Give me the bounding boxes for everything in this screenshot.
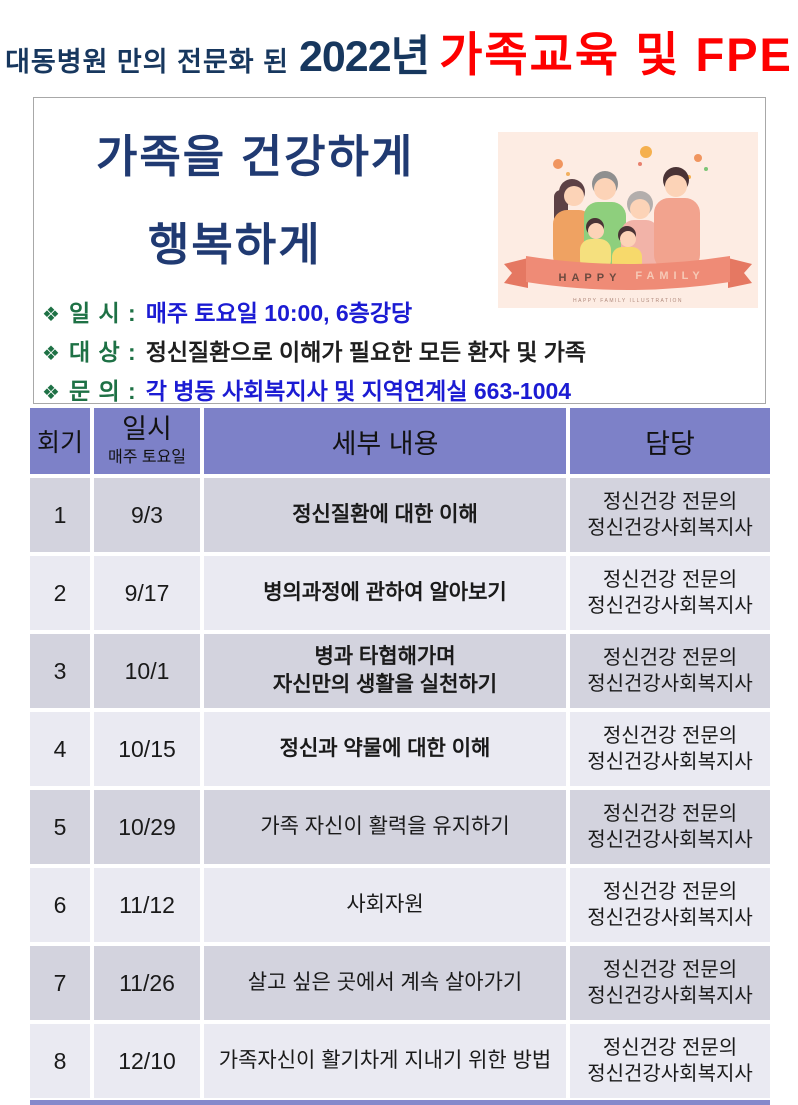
date-cell: 11/26 bbox=[94, 946, 200, 1020]
info-lines: ❖ 일 시 : 매주 토요일 10:00, 6층강당 ❖ 대 상 : 정신질환으… bbox=[42, 294, 586, 411]
schedule-table: 회기 일시 매주 토요일 세부 내용 담당 1 9/3 정신질환에 대한 이해 정신건… bbox=[30, 408, 770, 1098]
dot-icon bbox=[640, 146, 652, 158]
father-figure bbox=[654, 167, 700, 270]
round-cell: 5 bbox=[30, 790, 90, 864]
header-staff: 담당 bbox=[570, 408, 770, 474]
info-value-target: 정신질환으로 이해가 필요한 모든 환자 및 가족 bbox=[145, 339, 587, 365]
round-cell: 4 bbox=[30, 712, 90, 786]
staff-line-2: 정신건강사회복지사 bbox=[587, 1063, 753, 1085]
staff-line-1: 정신건강 전문의 bbox=[602, 959, 738, 981]
illustration-caption: HAPPY FAMILY ILLUSTRATION bbox=[573, 298, 683, 304]
round-cell: 1 bbox=[30, 478, 90, 552]
content-cell: 살고 싶은 곳에서 계속 살아가기 bbox=[204, 946, 566, 1020]
ribbon-word-family: FAMILY bbox=[635, 270, 704, 282]
header-date-sub: 매주 토요일 bbox=[107, 449, 187, 467]
round-cell: 6 bbox=[30, 868, 90, 942]
content-cell: 정신질환에 대한 이해 bbox=[204, 478, 566, 552]
headline-prefix: 대동병원 만의 전문화 된 bbox=[5, 47, 289, 77]
info-line-target: ❖ 대 상 : 정신질환으로 이해가 필요한 모든 환자 및 가족 bbox=[42, 333, 586, 372]
ribbon-word-happy: HAPPY bbox=[559, 272, 622, 284]
staff-line-2: 정신건강사회복지사 bbox=[587, 907, 753, 929]
date-cell: 11/12 bbox=[94, 868, 200, 942]
staff-line-1: 정신건강 전문의 bbox=[602, 647, 738, 669]
info-value-contact: 각 병동 사회복지사 및 지역연계실 663-1004 bbox=[145, 378, 572, 404]
dot-icon bbox=[694, 154, 702, 162]
header-content: 세부 내용 bbox=[204, 408, 566, 474]
content-cell: 가족 자신이 활력을 유지하기 bbox=[204, 790, 566, 864]
staff-line-1: 정신건강 전문의 bbox=[602, 725, 738, 747]
info-label-datetime: 일 시 : bbox=[68, 300, 137, 326]
headline-year: 2022년 bbox=[298, 33, 430, 81]
ribbon-banner: HAPPY FAMILY bbox=[504, 256, 752, 290]
round-cell: 2 bbox=[30, 556, 90, 630]
hero-box: 가족을 건강하게 행복하게 bbox=[33, 97, 766, 404]
content-cell: 가족자신이 활기차게 지내기 위한 방법 bbox=[204, 1024, 566, 1098]
dot-icon bbox=[566, 172, 570, 176]
staff-line-2: 정신건강사회복지사 bbox=[587, 517, 753, 539]
content-cell: 정신과 약물에 대한 이해 bbox=[204, 712, 566, 786]
round-cell: 7 bbox=[30, 946, 90, 1020]
info-label-target: 대 상 : bbox=[68, 339, 137, 365]
diamond-bullet-icon: ❖ bbox=[42, 343, 60, 365]
content-cell: 병과 타협해가며 자신만의 생활을 실천하기 bbox=[204, 634, 566, 708]
header-date-main: 일시 bbox=[122, 413, 172, 444]
staff-line-2: 정신건강사회복지사 bbox=[587, 673, 753, 695]
header-date: 일시 매주 토요일 bbox=[94, 408, 200, 474]
dot-icon bbox=[553, 159, 563, 169]
content-cell: 사회자원 bbox=[204, 868, 566, 942]
staff-line-1: 정신건강 전문의 bbox=[602, 569, 738, 591]
staff-line-2: 정신건강사회복지사 bbox=[587, 985, 753, 1007]
date-cell: 12/10 bbox=[94, 1024, 200, 1098]
info-line-datetime: ❖ 일 시 : 매주 토요일 10:00, 6층강당 bbox=[42, 294, 586, 333]
staff-line-2: 정신건강사회복지사 bbox=[587, 595, 753, 617]
top-headline: 대동병원 만의 전문화 된 2022년 가족교육 및 FPE bbox=[0, 16, 798, 85]
round-cell: 8 bbox=[30, 1024, 90, 1098]
headline-highlight: 가족교육 및 FPE bbox=[439, 28, 793, 81]
table-bottom-strip bbox=[30, 1100, 770, 1105]
hero-heading-line2: 행복하게 bbox=[148, 219, 322, 270]
staff-line-1: 정신건강 전문의 bbox=[602, 881, 738, 903]
happy-family-illustration: HAPPY FAMILY HAPPY FAMILY ILLUSTRATION bbox=[498, 132, 758, 308]
staff-line-2: 정신건강사회복지사 bbox=[587, 751, 753, 773]
info-value-datetime: 매주 토요일 10:00, 6층강당 bbox=[145, 300, 413, 326]
dot-icon bbox=[704, 167, 708, 171]
round-cell: 3 bbox=[30, 634, 90, 708]
info-label-contact: 문 의 : bbox=[68, 378, 137, 404]
staff-line-1: 정신건강 전문의 bbox=[602, 1037, 738, 1059]
date-cell: 9/3 bbox=[94, 478, 200, 552]
staff-line-2: 정신건강사회복지사 bbox=[587, 829, 753, 851]
date-cell: 10/1 bbox=[94, 634, 200, 708]
date-cell: 10/15 bbox=[94, 712, 200, 786]
date-cell: 9/17 bbox=[94, 556, 200, 630]
dot-icon bbox=[638, 162, 642, 166]
header-round: 회기 bbox=[30, 408, 90, 474]
info-line-contact: ❖ 문 의 : 각 병동 사회복지사 및 지역연계실 663-1004 bbox=[42, 372, 586, 411]
date-cell: 10/29 bbox=[94, 790, 200, 864]
diamond-bullet-icon: ❖ bbox=[42, 382, 60, 404]
content-cell: 병의과정에 관하여 알아보기 bbox=[204, 556, 566, 630]
hero-heading-line1: 가족을 건강하게 bbox=[96, 131, 415, 182]
diamond-bullet-icon: ❖ bbox=[42, 304, 60, 326]
staff-line-1: 정신건강 전문의 bbox=[602, 491, 738, 513]
staff-line-1: 정신건강 전문의 bbox=[602, 803, 738, 825]
